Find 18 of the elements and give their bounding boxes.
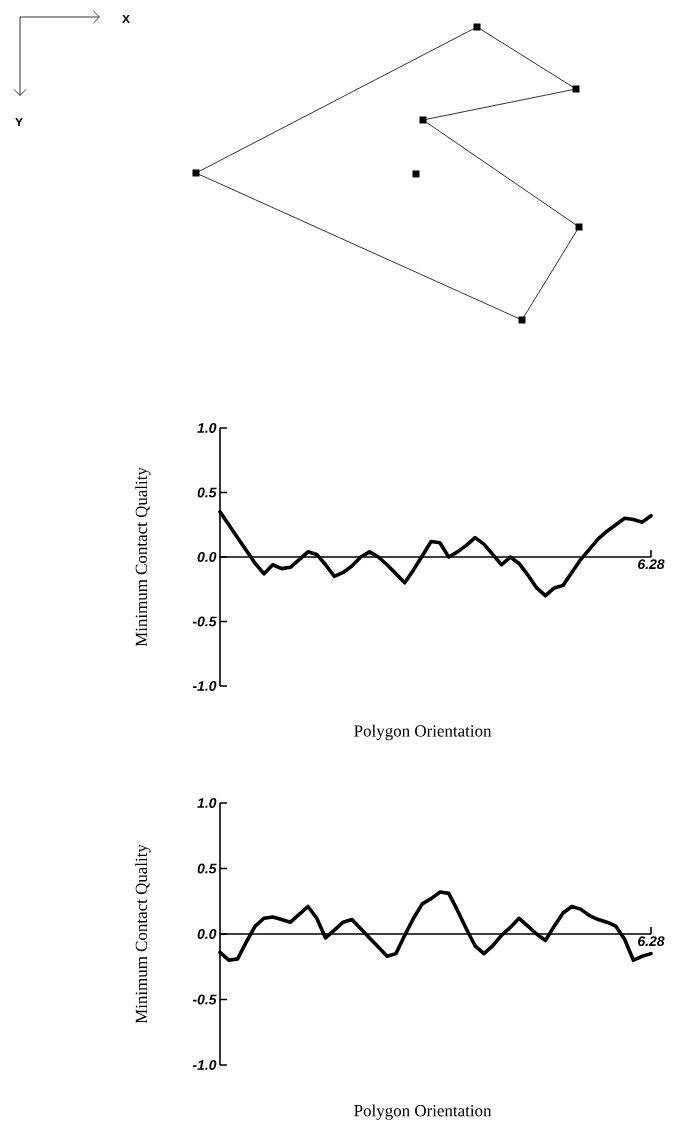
- y-tick-label: 0.0: [197, 929, 217, 939]
- y-tick-label: 1.0: [197, 423, 217, 433]
- y-tick-label: 0.5: [197, 487, 217, 498]
- annotation: 6.28: [638, 559, 665, 570]
- y-tick-label: 1.0: [197, 798, 217, 808]
- y-axis-title: Minimum Contact Quality: [135, 467, 151, 647]
- y-tick-label: -1.0: [192, 1060, 217, 1070]
- x-axis-title: Polygon Orientation: [354, 1104, 492, 1120]
- y-tick-label: -1.0: [192, 681, 217, 691]
- annotation: 6.28: [638, 936, 665, 947]
- y-tick-label: 0.5: [197, 863, 217, 874]
- text: Y: [15, 117, 23, 127]
- y-tick-label: -0.5: [192, 616, 217, 627]
- text: X: [122, 14, 130, 24]
- y-tick-label: -0.5: [192, 994, 217, 1005]
- x-axis-title: Polygon Orientation: [354, 724, 492, 741]
- y-axis-title: Minimum Contact Quality: [135, 844, 151, 1024]
- y-tick-label: 0.0: [197, 552, 217, 562]
